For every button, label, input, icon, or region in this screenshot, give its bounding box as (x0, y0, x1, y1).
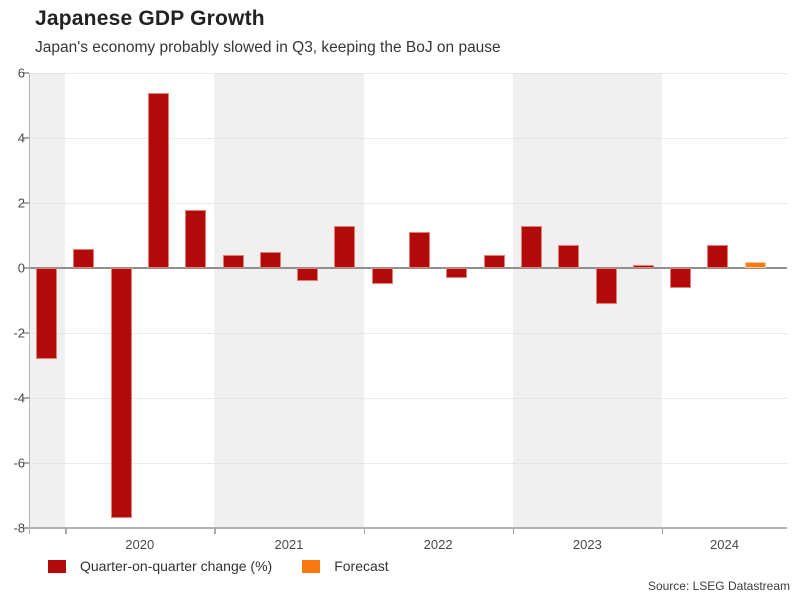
y-tick-label-6: 6 (17, 65, 25, 81)
zero-baseline (30, 267, 787, 269)
y-tick-0 (23, 267, 29, 269)
gridline-6 (30, 73, 787, 74)
bar-2022-Q1 (371, 268, 393, 285)
y-tick-label--8: -8 (13, 520, 25, 536)
y-tick-label-0: 0 (17, 260, 25, 276)
bar-2021-Q4 (334, 225, 356, 268)
bar-2021-Q2 (259, 251, 281, 268)
x-tick-2023 (512, 528, 515, 534)
chart-subtitle: Japan's economy probably slowed in Q3, k… (35, 39, 501, 56)
y-tick-label--2: -2 (13, 325, 25, 341)
y-tick-label-4: 4 (17, 130, 25, 146)
chart-title: Japanese GDP Growth (35, 7, 265, 30)
x-year-label-2023: 2023 (572, 537, 602, 552)
legend: Quarter-on-quarter change (%) Forecast (48, 558, 389, 574)
gridline--4 (30, 398, 787, 399)
bar-2020-Q1 (73, 248, 95, 268)
forecast-swatch-icon (302, 559, 321, 573)
year-band-2021 (214, 73, 364, 528)
x-tick-2020 (65, 528, 67, 534)
legend-label-forecast: Forecast (334, 558, 389, 574)
source-attribution: Source: LSEG Datastream (647, 579, 790, 593)
bar-2023-Q4 (632, 264, 654, 268)
bar-2023-Q3 (595, 268, 617, 304)
x-year-label-2024: 2024 (710, 537, 739, 552)
bar-2021-Q3 (297, 268, 319, 281)
y-tick-label-2: 2 (17, 195, 25, 211)
bar-2020-Q3 (147, 92, 169, 268)
y-tick--8 (23, 527, 29, 529)
bar-2024-Q2 (707, 245, 729, 268)
y-tick--6 (23, 462, 29, 464)
y-tick-label--6: -6 (13, 455, 25, 471)
x-tick-2022 (363, 528, 366, 534)
bar-2023-Q2 (558, 245, 580, 268)
gridline--2 (30, 333, 787, 334)
y-tick--2 (23, 332, 29, 334)
x-tick-2024 (661, 528, 664, 534)
y-tick-label--4: -4 (13, 390, 25, 406)
legend-item-qoq-change: Quarter-on-quarter change (%) (48, 558, 272, 574)
year-band-2023 (512, 73, 662, 528)
gridline-2 (30, 203, 787, 204)
x-tick-2021 (214, 528, 216, 534)
x-year-label-2021: 2021 (274, 537, 304, 552)
x-year-label-2020: 2020 (125, 537, 155, 552)
y-tick-2 (23, 202, 29, 204)
y-tick-6 (23, 72, 29, 74)
bar-2022-Q4 (483, 255, 505, 268)
y-tick--4 (23, 397, 29, 399)
bar-2024-Q1 (670, 268, 692, 288)
gridline-4 (30, 138, 787, 139)
y-tick-4 (23, 137, 29, 139)
x-year-label-2022: 2022 (423, 537, 453, 552)
bar-2020-Q2 (110, 268, 132, 519)
bar-2022-Q2 (409, 232, 430, 268)
y-axis-line (28, 73, 30, 534)
bar-2022-Q3 (446, 268, 468, 278)
legend-label-qoq-change: Quarter-on-quarter change (%) (80, 558, 273, 574)
gridline--6 (30, 463, 787, 464)
bar-2021-Q1 (222, 255, 244, 268)
legend-item-forecast: Forecast (302, 558, 389, 574)
bar-2023-Q1 (520, 225, 542, 268)
bar-2020-Q4 (185, 209, 207, 268)
bar-2019-Q4 (36, 268, 57, 359)
bar-2024-Q3-forecast (744, 261, 766, 268)
qoq-change-swatch-icon (48, 559, 66, 573)
x-axis-line (30, 527, 787, 529)
